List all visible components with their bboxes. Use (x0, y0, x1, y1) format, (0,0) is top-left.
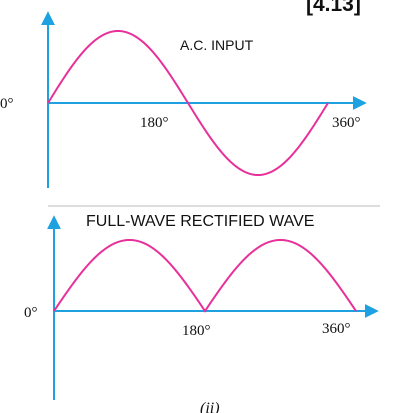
ac-input-tick-360: 360° (332, 115, 361, 131)
rectified-tick-360: 360° (322, 321, 351, 337)
figure-caption: (ii) (200, 400, 220, 413)
ac-input-panel: A.C. INPUT 0° 180° 360° (0, 11, 380, 207)
rectified-panel: FULL-WAVE RECTIFIED WAVE 0° 180° 360° (i… (24, 213, 379, 413)
rectified-tick-180: 180° (182, 323, 211, 339)
ac-input-tick-0: 0° (0, 96, 14, 112)
rectified-title: FULL-WAVE RECTIFIED WAVE (86, 213, 314, 230)
corner-label: [4.13] (306, 0, 361, 16)
ac-input-title: A.C. INPUT (180, 37, 254, 53)
ac-input-wave (47, 29, 329, 177)
rectified-wave (53, 238, 357, 313)
rectified-tick-0: 0° (24, 305, 38, 321)
ac-input-tick-180: 180° (140, 115, 169, 131)
